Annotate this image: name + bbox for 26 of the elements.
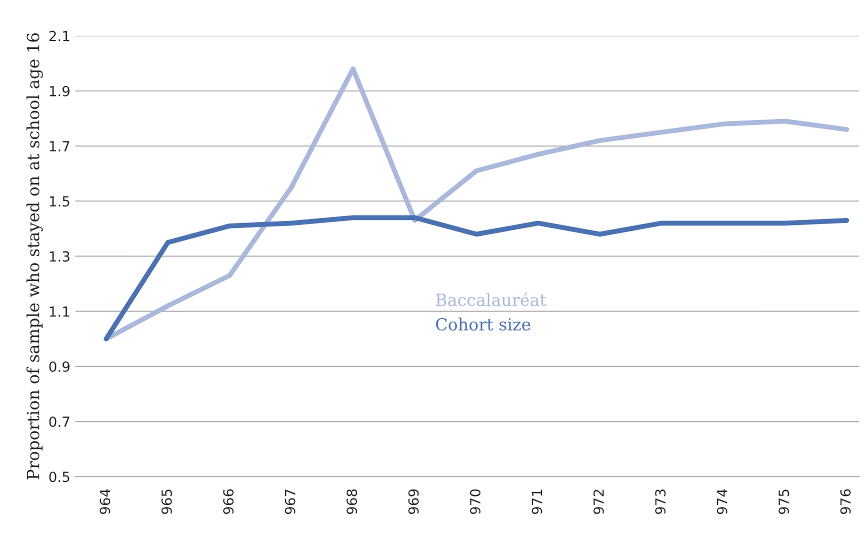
x-tick-label: 968 <box>346 489 358 514</box>
text: Cohort size <box>436 318 530 331</box>
x-tick-label: 975 <box>778 490 790 514</box>
y-tick-label: 0.9 <box>49 361 70 372</box>
x-tick-label: 973 <box>655 490 666 514</box>
y-tick-label: 1.7 <box>50 141 70 152</box>
x-tick-label: 965 <box>161 490 172 514</box>
y-tick-label: 0.5 <box>49 472 70 482</box>
y-tick-label: 1.3 <box>50 251 70 262</box>
x-tick-label: 964 <box>100 489 110 514</box>
x-tick-label: 966 <box>223 489 234 514</box>
x-tick-label: 967 <box>284 490 296 514</box>
y-tick-label: 1.1 <box>50 306 70 317</box>
y-tick-label: 0.7 <box>49 416 70 427</box>
x-tick-label: 974 <box>716 489 728 514</box>
x-tick-label: 971 <box>532 490 542 514</box>
x-tick-label: 969 <box>408 489 419 514</box>
x-tick-label: 970 <box>470 489 480 514</box>
y-tick-label: 1.9 <box>50 86 70 96</box>
x-tick-label: 972 <box>593 490 604 514</box>
y-tick-label: 2.1 <box>49 30 70 42</box>
text: Baccalauréat <box>436 292 546 306</box>
y-axis-title: Proportion of sample who stayed on at school age 16 <box>26 33 43 480</box>
y-tick-label: 1.5 <box>50 196 70 207</box>
x-tick-label: 976 <box>840 489 851 514</box>
line-series <box>104 215 850 342</box>
